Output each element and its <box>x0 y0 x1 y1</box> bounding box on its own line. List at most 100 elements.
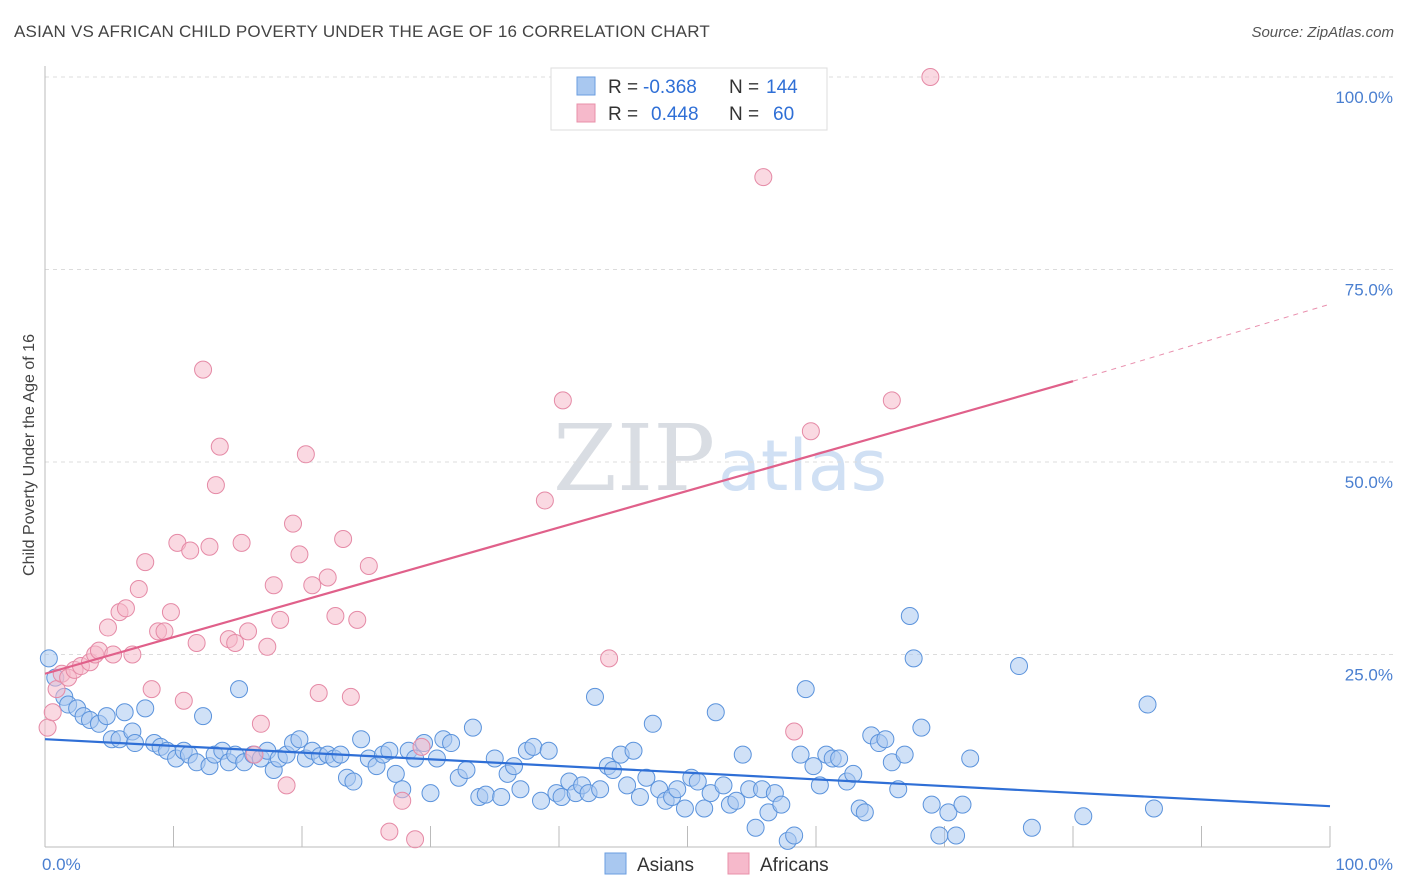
africans-point <box>161 603 180 622</box>
africans-point <box>921 68 940 86</box>
legend-bottom-africans-swatch <box>727 852 750 875</box>
asians-point <box>492 787 511 806</box>
asians-point <box>505 757 524 776</box>
asians-point <box>290 730 309 749</box>
asians-point <box>939 803 958 822</box>
asians-point <box>476 785 495 804</box>
asians-point <box>810 776 829 795</box>
asians-trend-line <box>44 738 1331 808</box>
asians-point <box>585 687 604 706</box>
asians-point <box>421 784 440 803</box>
africans-point <box>194 360 213 379</box>
y-tick-labels: 25.0% 50.0% 75.0% 100.0% <box>1335 88 1393 685</box>
x-tick-label-min: 0.0% <box>42 855 81 874</box>
asians-point <box>695 799 714 818</box>
trend-lines <box>44 303 1331 808</box>
asians-point <box>796 680 815 699</box>
africans-point <box>277 776 296 795</box>
asians-point <box>457 761 476 779</box>
africans-point <box>264 576 283 595</box>
africans-point <box>226 633 245 652</box>
africans-point <box>290 545 309 564</box>
asians-point <box>591 780 610 799</box>
africans-point <box>303 576 322 595</box>
asians-point <box>675 799 694 818</box>
asians-point <box>668 780 687 799</box>
africans-point <box>535 491 554 510</box>
asians-point <box>912 718 931 737</box>
asians-point <box>746 818 765 837</box>
asians-point <box>1144 799 1163 818</box>
asians-point <box>706 703 725 722</box>
asians-point <box>772 795 791 814</box>
asians-point <box>727 791 746 810</box>
asians-point <box>194 707 213 726</box>
asians-point <box>947 826 966 845</box>
africans-point <box>600 649 619 668</box>
africans-point <box>754 168 773 187</box>
legend-bottom-asians-swatch <box>604 852 627 875</box>
legend-bottom-asians-label: Asians <box>637 855 694 876</box>
africans-trend-extension <box>1072 303 1331 382</box>
y-axis-label: Child Poverty Under the Age of 16 <box>21 334 38 576</box>
asians-point <box>463 718 482 737</box>
africans-point <box>271 610 290 629</box>
asians-point <box>791 745 810 764</box>
africans-point <box>296 445 315 464</box>
asians-point <box>115 703 134 722</box>
asians-point <box>900 607 919 625</box>
asians-point <box>511 780 530 799</box>
africans-point <box>174 691 193 710</box>
africans-point <box>334 530 353 548</box>
asians-point <box>1022 818 1041 837</box>
africans-point <box>251 714 270 733</box>
legend-africans-r-value: 0.448 <box>651 104 699 125</box>
asians-point <box>624 741 643 760</box>
legend-africans-swatch <box>576 103 596 123</box>
africans-point <box>380 822 399 841</box>
legend-asians-n-label: N = <box>729 77 759 98</box>
africans-trend-line <box>44 380 1074 675</box>
source-label: Source: ZipAtlas.com <box>1251 24 1394 41</box>
africans-point <box>309 684 328 702</box>
y-tick-label-75: 75.0% <box>1345 281 1393 300</box>
asians-point <box>532 791 551 810</box>
asians-point <box>804 757 823 776</box>
africans-point <box>341 687 360 706</box>
asians-point <box>630 787 649 806</box>
asians-point <box>876 730 895 749</box>
africans-point <box>142 680 161 699</box>
asians-point <box>1074 807 1093 826</box>
africans-point <box>406 830 425 849</box>
africans-point <box>38 718 57 737</box>
legend-bottom: Asians Africans <box>604 852 829 876</box>
asians-point <box>97 707 116 726</box>
asians-point <box>643 714 662 733</box>
africans-point <box>412 737 431 756</box>
asians-point <box>344 772 363 791</box>
asians-point <box>844 764 863 783</box>
asians-point <box>855 803 874 822</box>
asians-point <box>895 745 914 764</box>
asians-point <box>524 737 543 756</box>
asians-point <box>930 826 949 845</box>
africans-point <box>210 437 229 456</box>
asians-point <box>352 730 371 749</box>
africans-point <box>200 537 219 556</box>
x-tick-label-max: 100.0% <box>1335 855 1393 874</box>
asians-point <box>637 768 656 787</box>
watermark-zip: ZIP <box>553 405 715 512</box>
africans-point <box>785 722 804 741</box>
africans-point <box>553 391 572 410</box>
africans-point <box>258 637 277 656</box>
asians-point <box>136 699 155 718</box>
africans-point <box>284 514 303 533</box>
africans-point <box>43 703 62 722</box>
legend-top: R = -0.368 N = 144 R = 0.448 N = 60 <box>550 67 828 131</box>
legend-africans-r-label: R = <box>608 104 638 125</box>
asians-point <box>922 795 941 814</box>
asians-point <box>961 749 980 768</box>
africans-points <box>38 68 940 849</box>
asians-point <box>386 764 405 783</box>
